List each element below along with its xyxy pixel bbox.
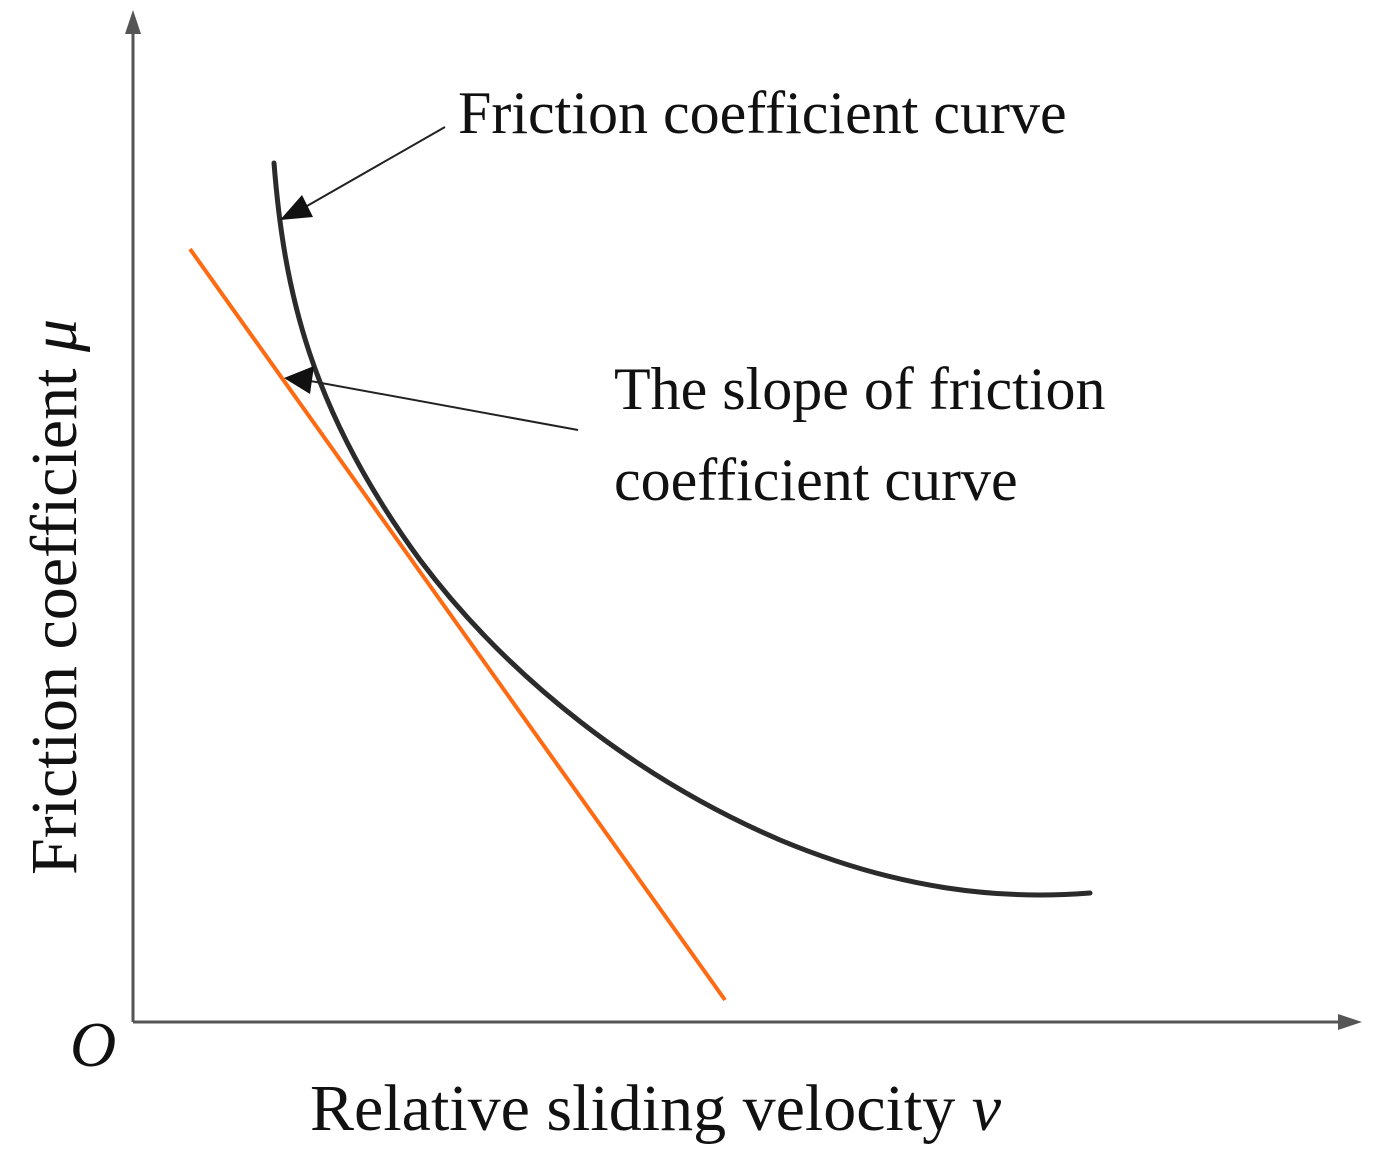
friction-coefficient-curve	[271, 160, 1093, 898]
curve-leader-line	[299, 126, 446, 211]
y-axis-label: Friction coefficient μ	[18, 319, 91, 875]
slope-leader-arrowhead	[284, 366, 314, 394]
x-axis-label: Relative sliding velocity v	[310, 1072, 1002, 1145]
tangent-slope-line	[188, 247, 727, 1002]
y-axis-label-text: Friction coefficient	[18, 352, 91, 875]
x-axis-arrowhead	[1338, 1014, 1362, 1030]
slope-label-line-1: The slope of friction	[614, 356, 1106, 422]
x-axis-label-text: Relative sliding velocity	[310, 1072, 972, 1145]
slope-leader-line	[304, 379, 579, 431]
curve-label: Friction coefficient curve	[458, 80, 1067, 146]
slope-label-line-2: coefficient curve	[614, 447, 1018, 513]
origin-label: O	[70, 1009, 116, 1080]
y-axis-arrowhead	[125, 10, 141, 34]
x-axis-symbol: v	[972, 1072, 1002, 1145]
y-axis-symbol: μ	[18, 319, 91, 353]
curve-leader-arrowhead	[280, 195, 313, 220]
